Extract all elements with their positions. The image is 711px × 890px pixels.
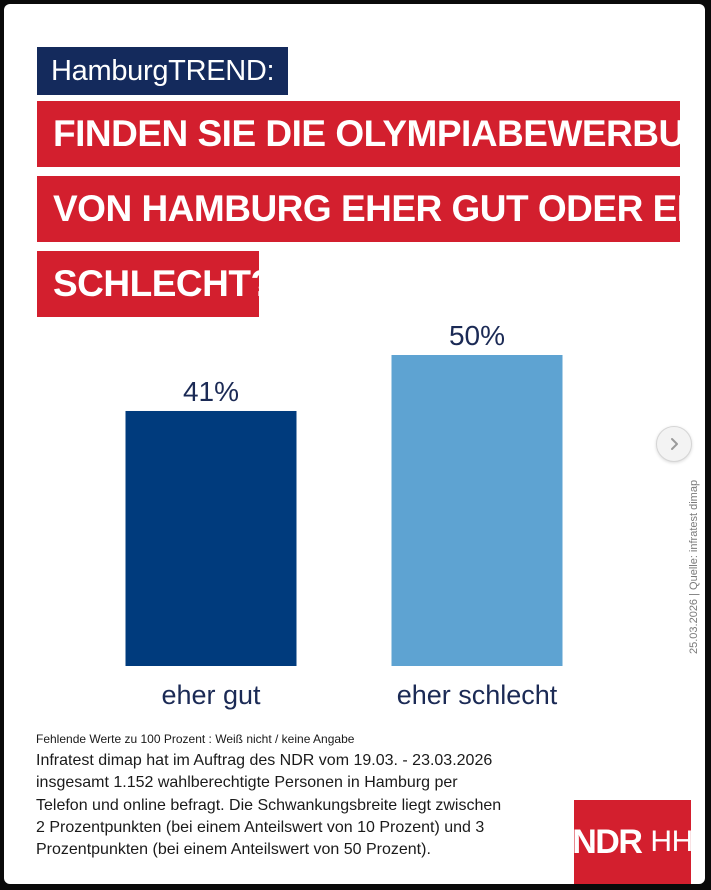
source-credit: 25.03.2026 | Quelle: infratest dimap <box>688 479 700 654</box>
bar-eher-schlecht <box>391 355 563 666</box>
logo-brand: NDR <box>572 822 643 861</box>
logo-region: HH <box>650 825 693 858</box>
bar-chart: 41% 50% eher gut eher schlecht <box>125 320 563 710</box>
value-label-eher-schlecht: 50% <box>449 320 505 351</box>
kicker-label: HamburgTREND: <box>37 47 289 95</box>
infographic-card: HamburgTREND: FINDEN SIE DIE OLYMPIABEWE… <box>4 4 705 884</box>
footnote: Fehlende Werte zu 100 Prozent : Weiß nic… <box>36 732 355 746</box>
question-line-2: VON HAMBURG EHER GUT ODER EHER <box>37 176 705 242</box>
method-line: insgesamt 1.152 wahlberechtigte Personen… <box>36 774 458 792</box>
question-line-1: FINDEN SIE DIE OLYMPIABEWERBUNG <box>37 101 705 167</box>
next-slide-button[interactable] <box>656 426 692 462</box>
value-label-eher-gut: 41% <box>183 376 239 407</box>
question-line-3: SCHLECHT? <box>37 251 273 317</box>
bar-eher-gut <box>125 410 297 666</box>
method-line: Telefon und online befragt. Die Schwanku… <box>36 796 502 814</box>
method-line: Infratest dimap hat im Auftrag des NDR v… <box>36 752 493 769</box>
category-label-eher-schlecht: eher schlecht <box>397 680 558 710</box>
method-text: Infratest dimap hat im Auftrag des NDR v… <box>36 750 566 861</box>
ndr-hh-logo: NDR HH <box>572 800 693 884</box>
method-line: Prozentpunkten (bei einem Anteilswert vo… <box>36 841 431 859</box>
chevron-right-icon <box>671 438 678 450</box>
method-line: 2 Prozentpunkten (bei einem Anteilswert … <box>36 818 485 836</box>
category-label-eher-gut: eher gut <box>161 680 261 710</box>
